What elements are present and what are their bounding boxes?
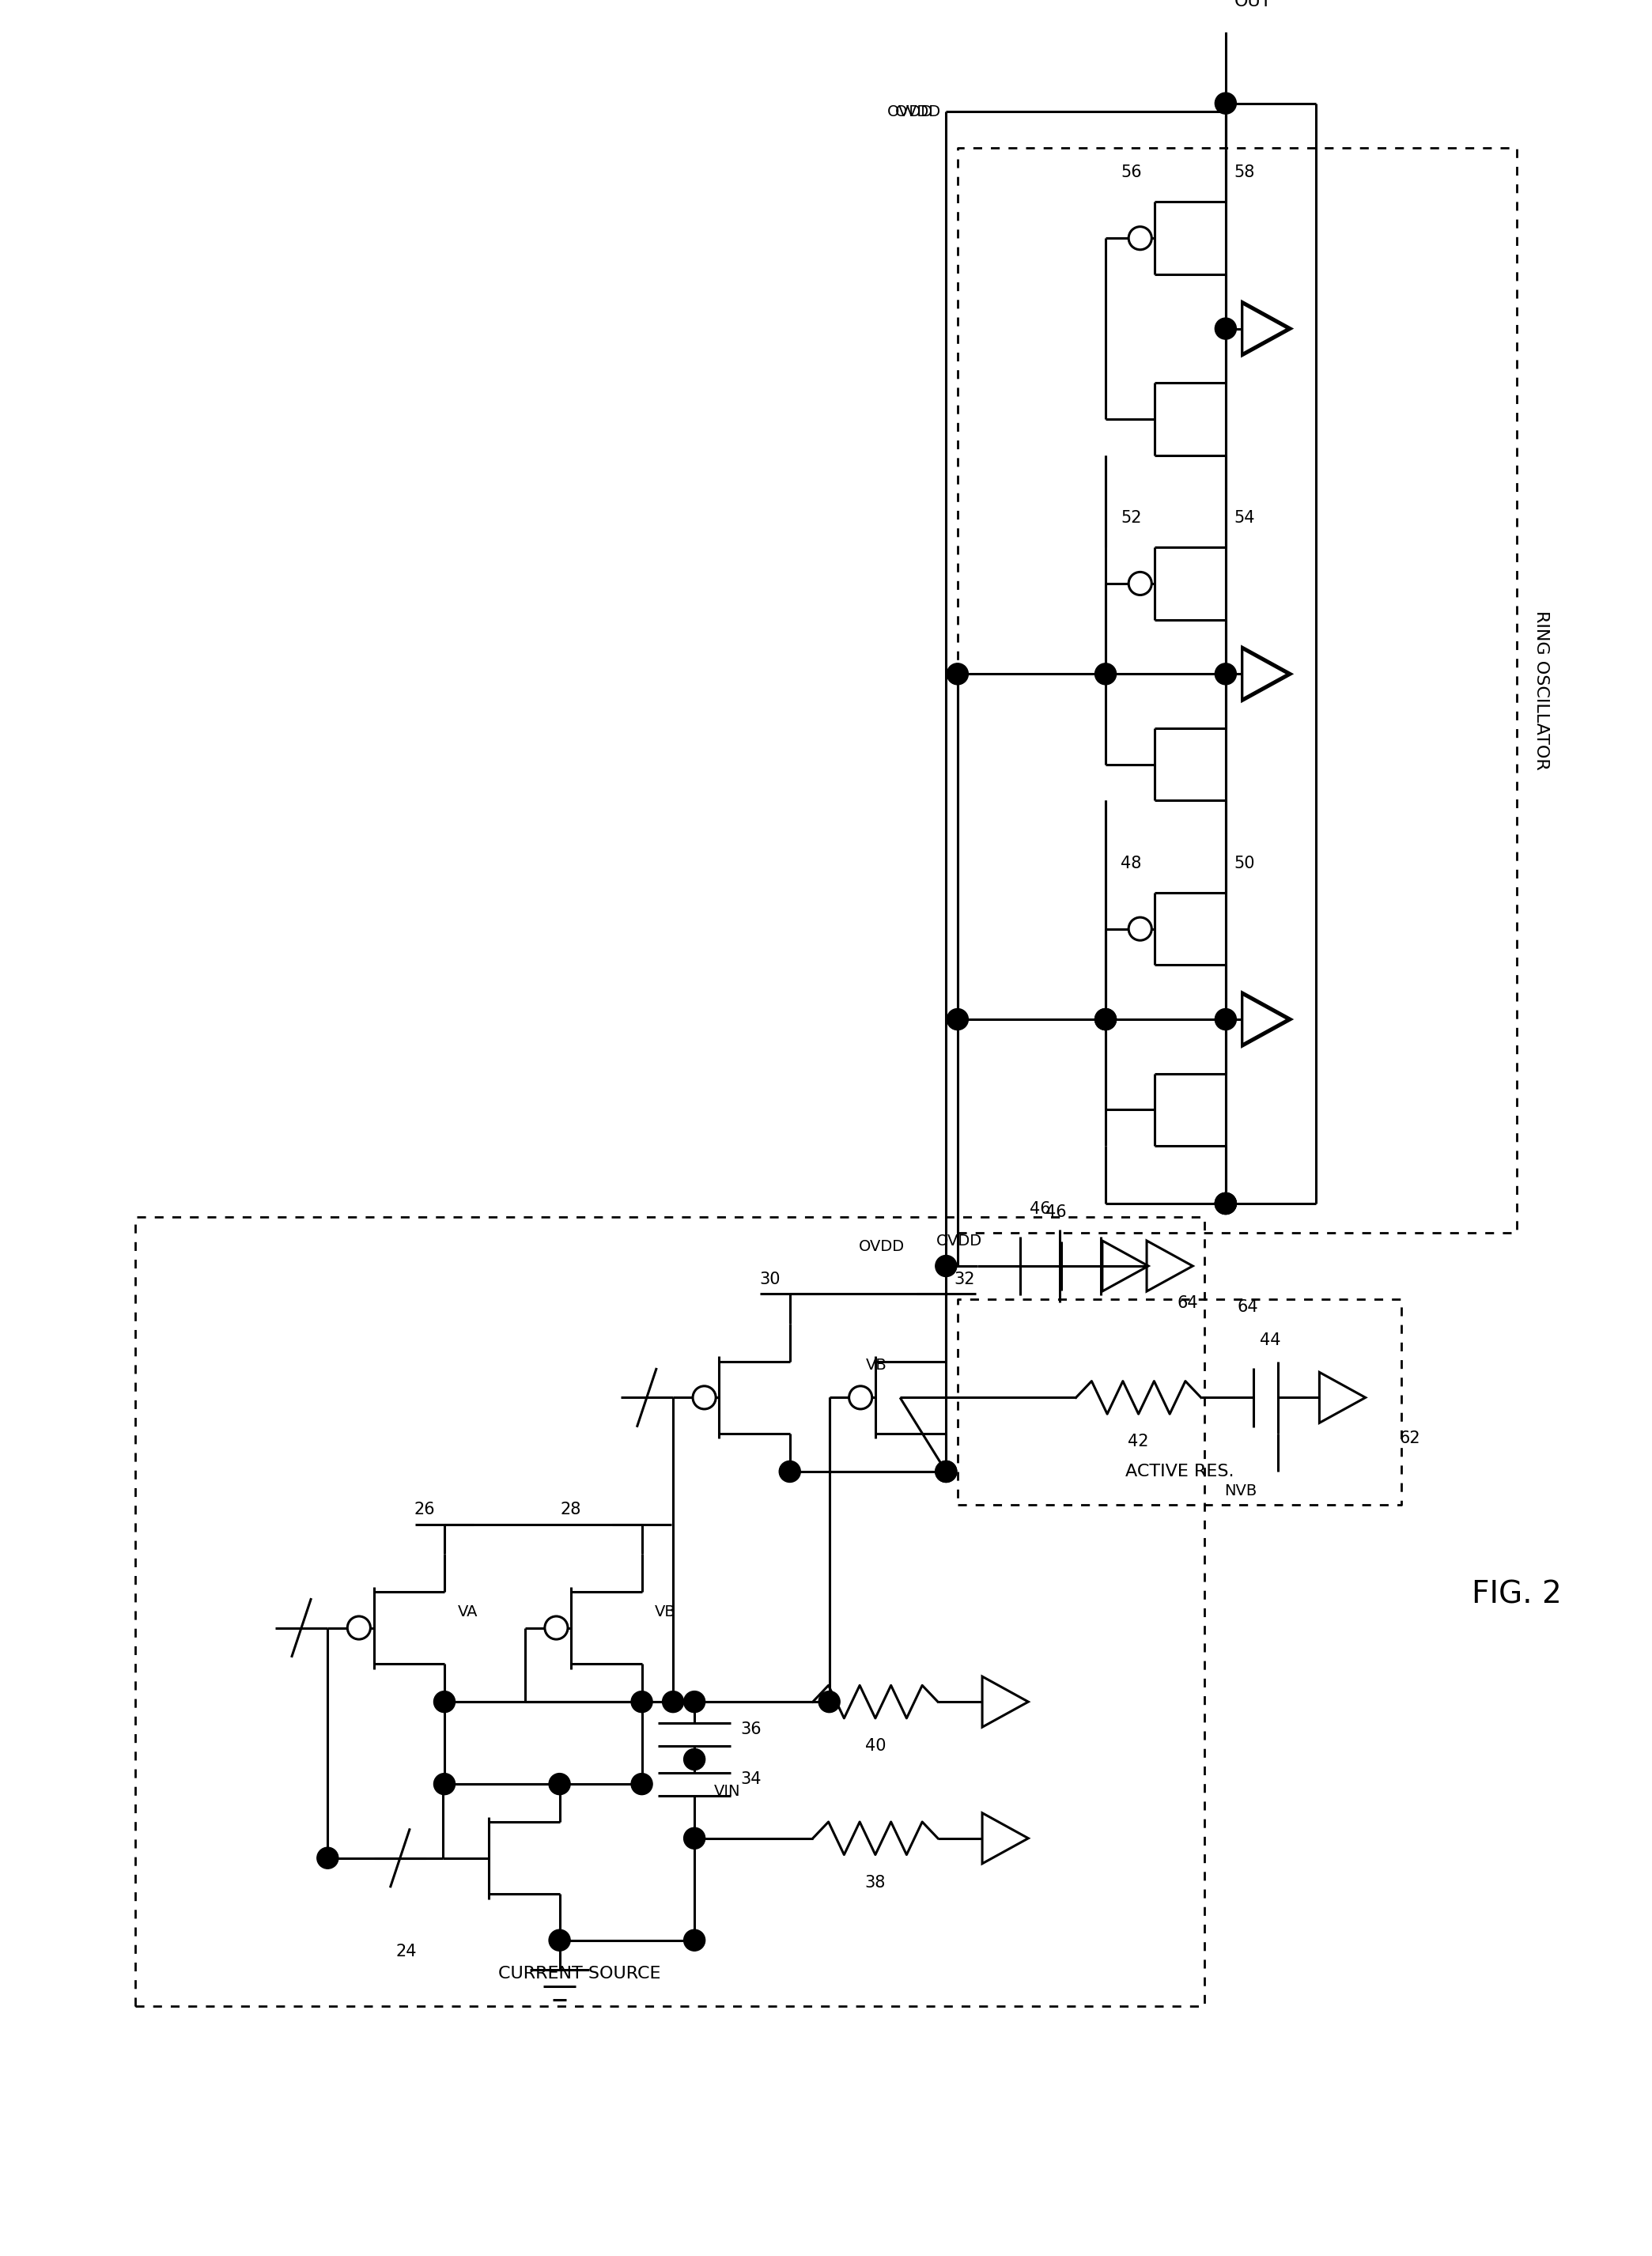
Circle shape bbox=[631, 1692, 653, 1712]
Circle shape bbox=[1214, 1193, 1236, 1214]
Circle shape bbox=[662, 1692, 684, 1712]
Text: OVDD: OVDD bbox=[895, 104, 942, 120]
Text: VB: VB bbox=[866, 1358, 887, 1374]
Circle shape bbox=[1095, 663, 1117, 684]
Circle shape bbox=[947, 1008, 968, 1031]
Text: OUT: OUT bbox=[1234, 0, 1272, 9]
Circle shape bbox=[849, 1385, 872, 1410]
Text: NVB: NVB bbox=[1224, 1482, 1257, 1498]
Text: 24: 24 bbox=[396, 1942, 416, 1960]
Text: 44: 44 bbox=[1259, 1333, 1280, 1349]
Circle shape bbox=[434, 1773, 456, 1796]
Text: VA: VA bbox=[458, 1604, 477, 1620]
Text: VB: VB bbox=[654, 1604, 676, 1620]
Circle shape bbox=[548, 1929, 570, 1951]
Text: 50: 50 bbox=[1234, 855, 1256, 871]
Circle shape bbox=[1128, 573, 1151, 596]
Circle shape bbox=[434, 1692, 456, 1712]
Text: OVDD: OVDD bbox=[887, 104, 933, 120]
Text: 54: 54 bbox=[1234, 510, 1256, 526]
Circle shape bbox=[1095, 1008, 1117, 1031]
Circle shape bbox=[1214, 1193, 1236, 1214]
Text: 28: 28 bbox=[560, 1502, 582, 1518]
Circle shape bbox=[317, 1848, 339, 1868]
Circle shape bbox=[1214, 318, 1236, 338]
Text: 64: 64 bbox=[1237, 1299, 1259, 1315]
Text: 26: 26 bbox=[415, 1502, 434, 1518]
Circle shape bbox=[947, 663, 968, 684]
Circle shape bbox=[684, 1748, 705, 1771]
Circle shape bbox=[684, 1827, 705, 1850]
Text: ACTIVE RES.: ACTIVE RES. bbox=[1125, 1464, 1234, 1480]
Text: CURRENT SOURCE: CURRENT SOURCE bbox=[497, 1965, 661, 1981]
Circle shape bbox=[935, 1462, 957, 1482]
Circle shape bbox=[1214, 1193, 1236, 1214]
Text: 30: 30 bbox=[760, 1272, 780, 1288]
Text: 42: 42 bbox=[1128, 1435, 1148, 1451]
Circle shape bbox=[631, 1773, 653, 1796]
Circle shape bbox=[1214, 663, 1236, 684]
Circle shape bbox=[1214, 1008, 1236, 1031]
Circle shape bbox=[935, 1462, 957, 1482]
Text: 58: 58 bbox=[1234, 165, 1256, 180]
Text: 46: 46 bbox=[1046, 1205, 1067, 1220]
Circle shape bbox=[347, 1615, 370, 1640]
Circle shape bbox=[780, 1462, 801, 1482]
Text: 62: 62 bbox=[1399, 1430, 1421, 1446]
Text: 38: 38 bbox=[866, 1875, 885, 1891]
Circle shape bbox=[1095, 1008, 1117, 1031]
Text: OVDD: OVDD bbox=[937, 1234, 983, 1250]
Text: 36: 36 bbox=[740, 1721, 762, 1737]
Circle shape bbox=[935, 1254, 957, 1277]
Text: 46: 46 bbox=[1029, 1200, 1051, 1216]
Text: FIG. 2: FIG. 2 bbox=[1472, 1579, 1561, 1611]
Text: 64: 64 bbox=[1178, 1295, 1198, 1311]
Text: VIN: VIN bbox=[714, 1784, 740, 1798]
Text: 48: 48 bbox=[1122, 855, 1142, 871]
Circle shape bbox=[548, 1773, 570, 1796]
Text: 52: 52 bbox=[1120, 510, 1142, 526]
Text: RING OSCILLATOR: RING OSCILLATOR bbox=[1533, 611, 1550, 769]
Text: OVDD: OVDD bbox=[859, 1239, 905, 1254]
Text: 40: 40 bbox=[866, 1737, 885, 1753]
Circle shape bbox=[1128, 226, 1151, 250]
Text: 32: 32 bbox=[955, 1272, 975, 1288]
Circle shape bbox=[1214, 92, 1236, 115]
Circle shape bbox=[684, 1929, 705, 1951]
Circle shape bbox=[684, 1692, 705, 1712]
Circle shape bbox=[819, 1692, 839, 1712]
Circle shape bbox=[1128, 918, 1151, 941]
Text: 56: 56 bbox=[1120, 165, 1142, 180]
Circle shape bbox=[692, 1385, 715, 1410]
Circle shape bbox=[545, 1615, 568, 1640]
Text: 34: 34 bbox=[740, 1771, 762, 1787]
